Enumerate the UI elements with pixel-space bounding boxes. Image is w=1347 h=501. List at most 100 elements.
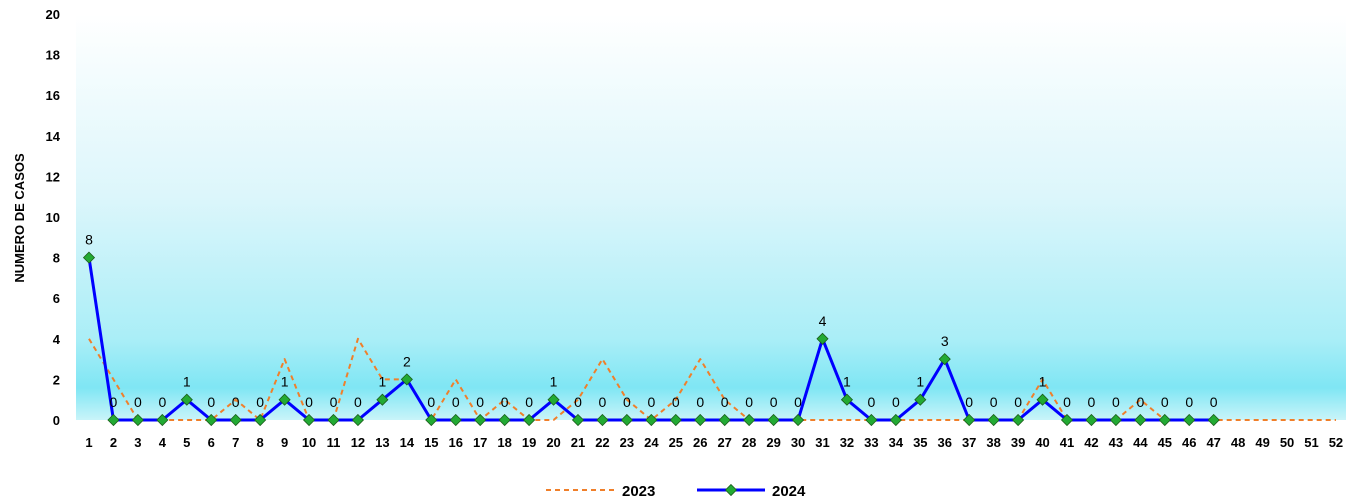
data-label: 0 xyxy=(1063,394,1071,410)
data-point-marker xyxy=(229,413,242,427)
x-tick-label: 23 xyxy=(620,435,634,450)
x-tick-label: 9 xyxy=(281,435,288,450)
data-point-marker xyxy=(107,413,120,427)
data-point-marker xyxy=(400,373,413,386)
x-tick-label: 40 xyxy=(1035,435,1049,450)
x-tick-label: 27 xyxy=(717,435,731,450)
y-axis-title: NUMERO DE CASOS xyxy=(12,153,27,283)
y-tick-label: 10 xyxy=(46,210,60,225)
x-tick-label: 20 xyxy=(546,435,560,450)
data-label: 2 xyxy=(403,353,411,369)
data-label: 0 xyxy=(599,394,607,410)
x-tick-label: 45 xyxy=(1158,435,1172,450)
data-point-marker xyxy=(1158,413,1171,427)
y-tick-label: 14 xyxy=(46,129,61,144)
x-tick-label: 14 xyxy=(400,435,415,450)
x-axis-ticks: 1 2 3 4 5 6 7 8 9 10 11 12 13 14 15 16 17 18 19 20 21 22 23 24 2… xyxy=(85,435,1343,450)
data-point-marker xyxy=(156,413,169,427)
data-label: 0 xyxy=(892,394,900,410)
x-tick-label: 52 xyxy=(1329,435,1343,450)
data-label: 0 xyxy=(158,394,166,410)
data-point-marker xyxy=(180,393,193,406)
data-point-marker xyxy=(938,353,951,366)
data-label: 1 xyxy=(550,374,558,390)
data-label: 1 xyxy=(843,374,851,390)
data-point-marker xyxy=(376,393,389,406)
data-point-marker xyxy=(963,413,976,427)
data-label: 0 xyxy=(990,394,998,410)
x-tick-label: 34 xyxy=(889,435,904,450)
x-tick-label: 17 xyxy=(473,435,487,450)
y-tick-label: 4 xyxy=(53,332,61,347)
x-tick-label: 1 xyxy=(85,435,92,450)
data-point-marker xyxy=(1207,413,1220,427)
data-label: 3 xyxy=(941,333,949,349)
data-point-marker xyxy=(840,393,854,406)
data-point-marker xyxy=(498,413,511,427)
data-label: 0 xyxy=(476,394,484,410)
data-point-marker xyxy=(1109,413,1122,427)
x-tick-label: 31 xyxy=(815,435,829,450)
data-label: 0 xyxy=(525,394,533,410)
x-tick-label: 12 xyxy=(351,435,365,450)
data-label: 0 xyxy=(232,394,240,410)
data-point-marker xyxy=(278,393,291,406)
data-point-marker xyxy=(596,413,609,427)
data-point-marker xyxy=(694,413,707,427)
data-label: 0 xyxy=(647,394,655,410)
data-label: 1 xyxy=(183,374,191,390)
x-tick-label: 47 xyxy=(1206,435,1220,450)
data-point-marker xyxy=(131,413,144,427)
data-label: 0 xyxy=(256,394,264,410)
x-tick-label: 36 xyxy=(938,435,952,450)
data-point-marker xyxy=(474,413,487,427)
data-point-marker xyxy=(620,413,633,427)
data-point-marker xyxy=(82,251,96,264)
data-point-marker xyxy=(889,413,902,427)
legend-label-2023: 2023 xyxy=(622,483,655,500)
x-tick-label: 48 xyxy=(1231,435,1245,450)
x-tick-label: 21 xyxy=(571,435,585,450)
data-label: 0 xyxy=(794,394,802,410)
data-label: 0 xyxy=(354,394,362,410)
data-label: 1 xyxy=(916,374,924,390)
data-point-marker xyxy=(791,413,805,427)
y-tick-label: 0 xyxy=(53,413,60,428)
y-tick-label: 12 xyxy=(46,169,60,184)
x-tick-label: 30 xyxy=(791,435,805,450)
x-tick-label: 26 xyxy=(693,435,707,450)
x-tick-label: 33 xyxy=(864,435,878,450)
data-label: 0 xyxy=(868,394,876,410)
data-label: 0 xyxy=(1136,394,1144,410)
y-axis-ticks: 0 2 4 6 8 10 12 14 16 18 20 xyxy=(46,7,61,428)
data-label: 0 xyxy=(1112,394,1120,410)
x-tick-label: 8 xyxy=(257,435,264,450)
series-markers xyxy=(82,251,1220,427)
data-label: 4 xyxy=(819,313,827,329)
x-tick-label: 13 xyxy=(375,435,389,450)
data-label: 0 xyxy=(207,394,215,410)
x-tick-label: 32 xyxy=(840,435,854,450)
data-label: 0 xyxy=(721,394,729,410)
x-tick-label: 15 xyxy=(424,435,438,450)
x-tick-label: 25 xyxy=(669,435,683,450)
x-tick-label: 7 xyxy=(232,435,239,450)
series-line-2023 xyxy=(88,337,1336,421)
x-tick-label: 4 xyxy=(159,435,167,450)
data-point-marker xyxy=(865,413,878,427)
data-label: 0 xyxy=(1161,394,1169,410)
data-point-marker xyxy=(523,413,536,427)
x-tick-label: 44 xyxy=(1133,435,1148,450)
data-point-marker xyxy=(816,332,829,345)
data-label: 0 xyxy=(574,394,582,410)
y-tick-label: 2 xyxy=(53,372,60,387)
data-label: 0 xyxy=(427,394,435,410)
y-tick-label: 18 xyxy=(46,48,60,63)
x-tick-label: 51 xyxy=(1304,435,1318,450)
y-tick-label: 16 xyxy=(46,88,60,103)
data-label: 0 xyxy=(330,394,338,410)
data-point-marker xyxy=(1134,413,1147,427)
x-tick-label: 35 xyxy=(913,435,927,450)
x-tick-label: 42 xyxy=(1084,435,1098,450)
